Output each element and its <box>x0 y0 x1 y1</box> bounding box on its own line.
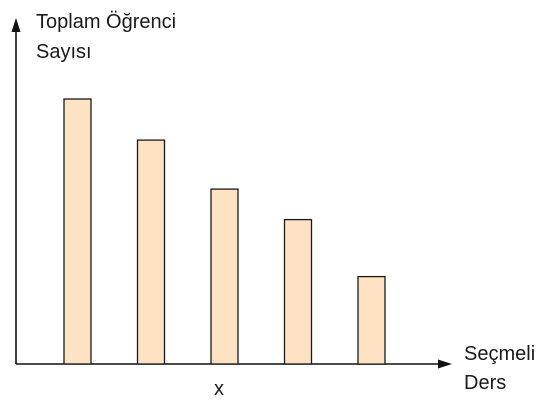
x-axis-label-line-2: Ders <box>464 372 506 394</box>
bar-5 <box>357 275 386 365</box>
bar-2 <box>136 139 166 365</box>
x-axis-label-line-1: Seçmeli <box>464 343 535 365</box>
y-axis-arrow <box>11 18 21 32</box>
bar-1 <box>63 98 92 365</box>
y-axis-label-line-1: Toplam Öğrenci <box>36 11 176 33</box>
bar-3 <box>210 188 239 365</box>
bar-4 <box>283 218 313 365</box>
x-axis-marker: x <box>214 378 224 400</box>
bars <box>63 98 386 365</box>
x-axis-arrow <box>438 359 452 369</box>
y-axis-label-line-2: Sayısı <box>36 41 92 63</box>
